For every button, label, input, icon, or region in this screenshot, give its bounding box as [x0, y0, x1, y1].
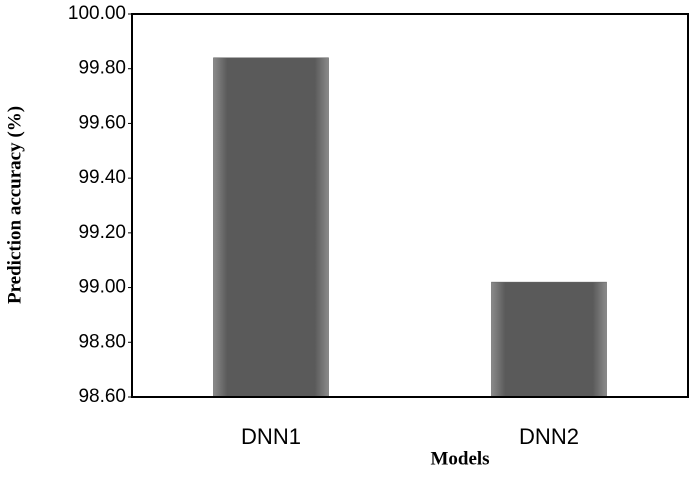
x-tick-label: DNN2 — [519, 424, 579, 449]
plot-frame — [131, 13, 689, 398]
bar — [213, 57, 329, 398]
x-axis-title: Models — [430, 448, 489, 469]
y-tick-label: 99.80 — [78, 58, 126, 79]
y-tick-label: 98.80 — [78, 331, 126, 352]
y-tick-label: 99.20 — [78, 222, 126, 243]
y-tick-label: 100.00 — [68, 3, 126, 24]
x-tick-label: DNN1 — [241, 424, 301, 449]
bar — [491, 281, 607, 398]
y-tick-label: 98.60 — [78, 386, 126, 407]
y-tick-label: 99.00 — [78, 277, 126, 298]
y-tick-label: 99.40 — [78, 167, 126, 188]
y-axis-title: Prediction accuracy (%) — [4, 106, 25, 304]
y-tick-label: 99.60 — [78, 112, 126, 133]
